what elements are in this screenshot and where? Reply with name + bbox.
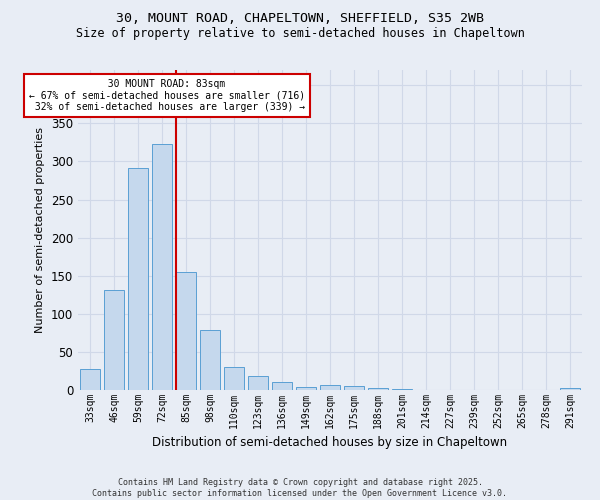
Bar bbox=[320, 386, 340, 390]
Bar bbox=[344, 386, 364, 390]
Bar bbox=[392, 389, 412, 390]
Y-axis label: Number of semi-detached properties: Number of semi-detached properties bbox=[35, 127, 46, 333]
Bar bbox=[176, 272, 196, 390]
Text: 30 MOUNT ROAD: 83sqm  
← 67% of semi-detached houses are smaller (716)
 32% of s: 30 MOUNT ROAD: 83sqm ← 67% of semi-detac… bbox=[29, 79, 305, 112]
Bar bbox=[104, 290, 124, 390]
Bar bbox=[128, 168, 148, 390]
Bar bbox=[560, 388, 580, 390]
Text: Size of property relative to semi-detached houses in Chapeltown: Size of property relative to semi-detach… bbox=[76, 28, 524, 40]
Bar bbox=[248, 376, 268, 390]
Text: Contains HM Land Registry data © Crown copyright and database right 2025.
Contai: Contains HM Land Registry data © Crown c… bbox=[92, 478, 508, 498]
Bar bbox=[80, 368, 100, 390]
Bar bbox=[368, 388, 388, 390]
Bar bbox=[224, 367, 244, 390]
Bar bbox=[200, 330, 220, 390]
Text: 30, MOUNT ROAD, CHAPELTOWN, SHEFFIELD, S35 2WB: 30, MOUNT ROAD, CHAPELTOWN, SHEFFIELD, S… bbox=[116, 12, 484, 26]
X-axis label: Distribution of semi-detached houses by size in Chapeltown: Distribution of semi-detached houses by … bbox=[152, 436, 508, 450]
Bar bbox=[272, 382, 292, 390]
Bar bbox=[152, 144, 172, 390]
Bar bbox=[296, 387, 316, 390]
